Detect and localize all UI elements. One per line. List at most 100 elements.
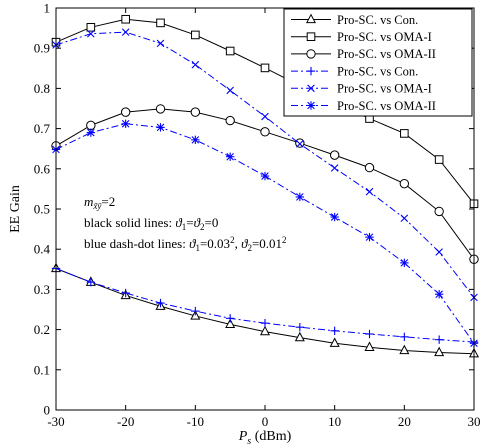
axis-ticks: -30 -20 -10 0 10 20 30 0 0.1 0.2 0.3 0.4 0.5 0.6 0.7 0.… [34, 1, 481, 430]
legend-label: Pro-SC. vs OMA-II [337, 99, 436, 113]
annotation-theta2-value: =0.01 [252, 236, 282, 251]
legend-label: Pro-SC. vs OMA-II [337, 47, 436, 61]
marker-star [87, 128, 95, 137]
annotation-m-value: =2 [101, 194, 115, 209]
marker-circle [86, 120, 96, 131]
marker-square [306, 32, 316, 42]
marker-star [365, 233, 374, 241]
marker-star [435, 290, 443, 299]
marker-x [435, 248, 443, 256]
marker-x [330, 164, 339, 172]
series-5 [52, 28, 478, 302]
series-2 [51, 14, 479, 209]
legend: Pro-SC. vs Con. Pro-SC. vs OMA-I Pro-SC. v… [283, 8, 473, 117]
annotation-zero: =0 [204, 215, 218, 230]
marker-circle [434, 206, 444, 217]
annotation-theta1-sub: 1 [195, 243, 200, 253]
marker-star [400, 259, 409, 267]
marker-x [226, 86, 234, 95]
marker-square [121, 14, 130, 24]
marker-square [260, 63, 270, 73]
marker-circle [120, 107, 131, 117]
marker-star [307, 101, 315, 110]
x-axis-label: Ps (dBm) [238, 429, 292, 447]
marker-x [296, 140, 304, 148]
marker-x [261, 112, 269, 121]
marker-circle [399, 178, 410, 189]
annotation-theta2-sup: 2 [282, 235, 287, 245]
marker-x [400, 214, 409, 223]
legend-label: Pro-SC. vs Con. [337, 64, 418, 78]
marker-triangle [399, 344, 410, 355]
y-tick-label: 0.1 [34, 362, 50, 377]
annotation-theta2-sub: 2 [247, 243, 252, 253]
annotation-theta2: ϑ [241, 236, 248, 251]
legend-item-6: Pro-SC. vs OMA-II [291, 99, 436, 113]
annotation-theta1-sub: 1 [182, 222, 187, 232]
marker-circle [295, 138, 305, 148]
y-tick-label: 1 [44, 1, 51, 16]
x-tick-label: -30 [47, 414, 64, 429]
legend-item-4: Pro-SC. vs Con. [291, 64, 418, 78]
marker-square [86, 22, 96, 32]
legend-label: Pro-SC. vs OMA-I [337, 30, 432, 44]
marker-triangle [225, 318, 236, 329]
y-tick-label: 0.9 [34, 41, 50, 56]
legend-item-5: Pro-SC. vs OMA-I [291, 82, 432, 96]
marker-x [191, 60, 200, 69]
x-axis-label-symbol: P [238, 429, 248, 444]
legend-item-1: Pro-SC. vs Con. [291, 13, 418, 27]
legend-item-3: Pro-SC. vs OMA-II [291, 47, 436, 61]
legend-label: Pro-SC. vs OMA-I [337, 82, 432, 96]
marker-circle [155, 104, 166, 114]
marker-square [156, 18, 165, 28]
annotation-theta2-sub: 2 [200, 222, 205, 232]
y-tick-label: 0.8 [34, 81, 50, 96]
series-line [55, 123, 475, 344]
annotation-blue-lines: blue dash-dot lines: [84, 236, 189, 251]
marker-star [156, 123, 165, 132]
marker-star [121, 119, 130, 128]
x-tick-label: 20 [398, 414, 411, 429]
marker-star [191, 136, 200, 144]
y-tick-label: 0.4 [34, 242, 51, 257]
marker-circle [260, 127, 270, 137]
marker-x [365, 187, 374, 196]
marker-triangle [305, 13, 317, 24]
marker-star [261, 172, 269, 180]
marker-x [156, 39, 165, 48]
marker-circle [225, 115, 235, 126]
x-tick-label: 0 [262, 414, 269, 429]
marker-square [225, 46, 235, 56]
marker-triangle [329, 337, 340, 347]
y-tick-label: 0 [44, 403, 51, 418]
marker-square [400, 129, 409, 138]
legend-item-2: Pro-SC. vs OMA-I [291, 30, 432, 44]
x-tick-label: 30 [468, 414, 481, 429]
marker-triangle [364, 341, 375, 351]
annotation-theta1: ϑ [189, 236, 196, 251]
annotation-m: m [84, 194, 93, 209]
marker-star [226, 152, 234, 161]
marker-triangle [294, 331, 305, 342]
series-1 [50, 262, 480, 358]
annotation-m-subscript: x̃ȳ [92, 201, 102, 211]
marker-circle [306, 49, 316, 59]
y-tick-label: 0.3 [34, 282, 50, 297]
annotation-line-1: mx̃ȳ=2 [84, 194, 115, 211]
y-tick-label: 0.6 [34, 161, 51, 176]
series-line [55, 268, 475, 355]
y-tick-label: 0.5 [34, 202, 50, 217]
marker-triangle [259, 325, 271, 336]
marker-square [434, 155, 444, 164]
legend-label: Pro-SC. vs Con. [337, 13, 418, 27]
x-tick-label: -20 [117, 414, 134, 429]
annotation-theta2: ϑ [194, 215, 201, 230]
annotation-equals: = [186, 215, 193, 230]
series-3 [51, 104, 479, 264]
annotation-theta1-sup: 2 [230, 235, 235, 245]
series-6 [51, 119, 479, 348]
y-tick-label: 0.2 [34, 322, 50, 337]
